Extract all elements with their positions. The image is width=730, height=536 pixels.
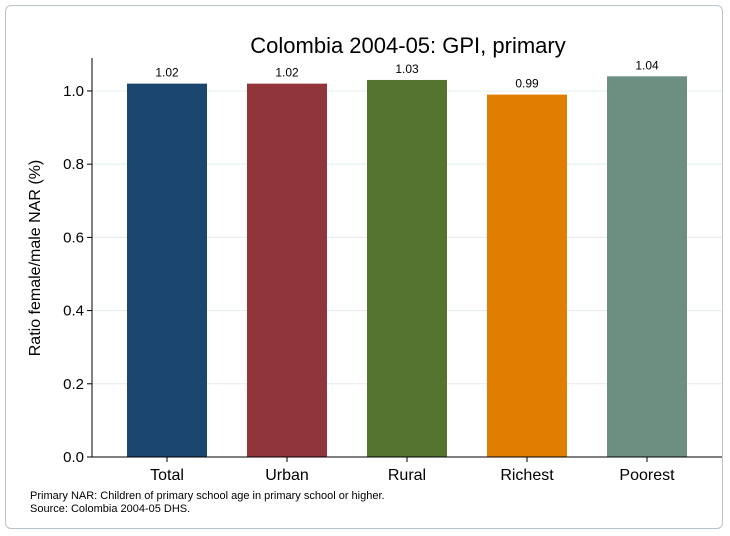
x-tick-label-richest: Richest [500, 467, 554, 484]
data-label-total: 1.02 [155, 66, 179, 80]
bar-rural [367, 79, 447, 457]
note-definition: Primary NAR: Children of primary school … [30, 490, 385, 502]
axes: 0.0 0.2 0.4 0.6 0.8 1.0 Total Urban Rural Richest… [63, 58, 722, 484]
chart-notes: Primary NAR: Children of primary school … [30, 490, 385, 516]
data-label-poorest: 1.04 [635, 58, 659, 72]
data-label-richest: 0.99 [515, 77, 539, 91]
bar-poorest [607, 76, 687, 458]
bar-richest [487, 94, 567, 458]
y-tick-label: 1.0 [63, 83, 84, 100]
note-source: Source: Colombia 2004-05 DHS. [30, 503, 191, 515]
bar-urban [247, 83, 327, 458]
y-tick-label: 0.2 [63, 376, 84, 393]
y-axis-label: Ratio female/male NAR (%) [27, 160, 44, 357]
bar-total [127, 83, 207, 458]
x-tick-label-rural: Rural [388, 467, 426, 484]
data-label-rural: 1.03 [395, 62, 419, 76]
y-tick-label: 0.0 [63, 449, 84, 466]
x-tick-label-poorest: Poorest [619, 467, 675, 484]
y-tick-label: 0.6 [63, 229, 84, 246]
bars: 1.02 1.02 1.03 0.99 1.04 [127, 58, 687, 458]
x-tick-label-total: Total [150, 467, 184, 484]
x-tick-label-urban: Urban [265, 467, 309, 484]
y-tick-label: 0.8 [63, 156, 84, 173]
data-label-urban: 1.02 [275, 66, 299, 80]
y-tick-label: 0.4 [63, 303, 84, 320]
chart-title: Colombia 2004-05: GPI, primary [250, 33, 565, 58]
chart-frame [5, 5, 723, 529]
